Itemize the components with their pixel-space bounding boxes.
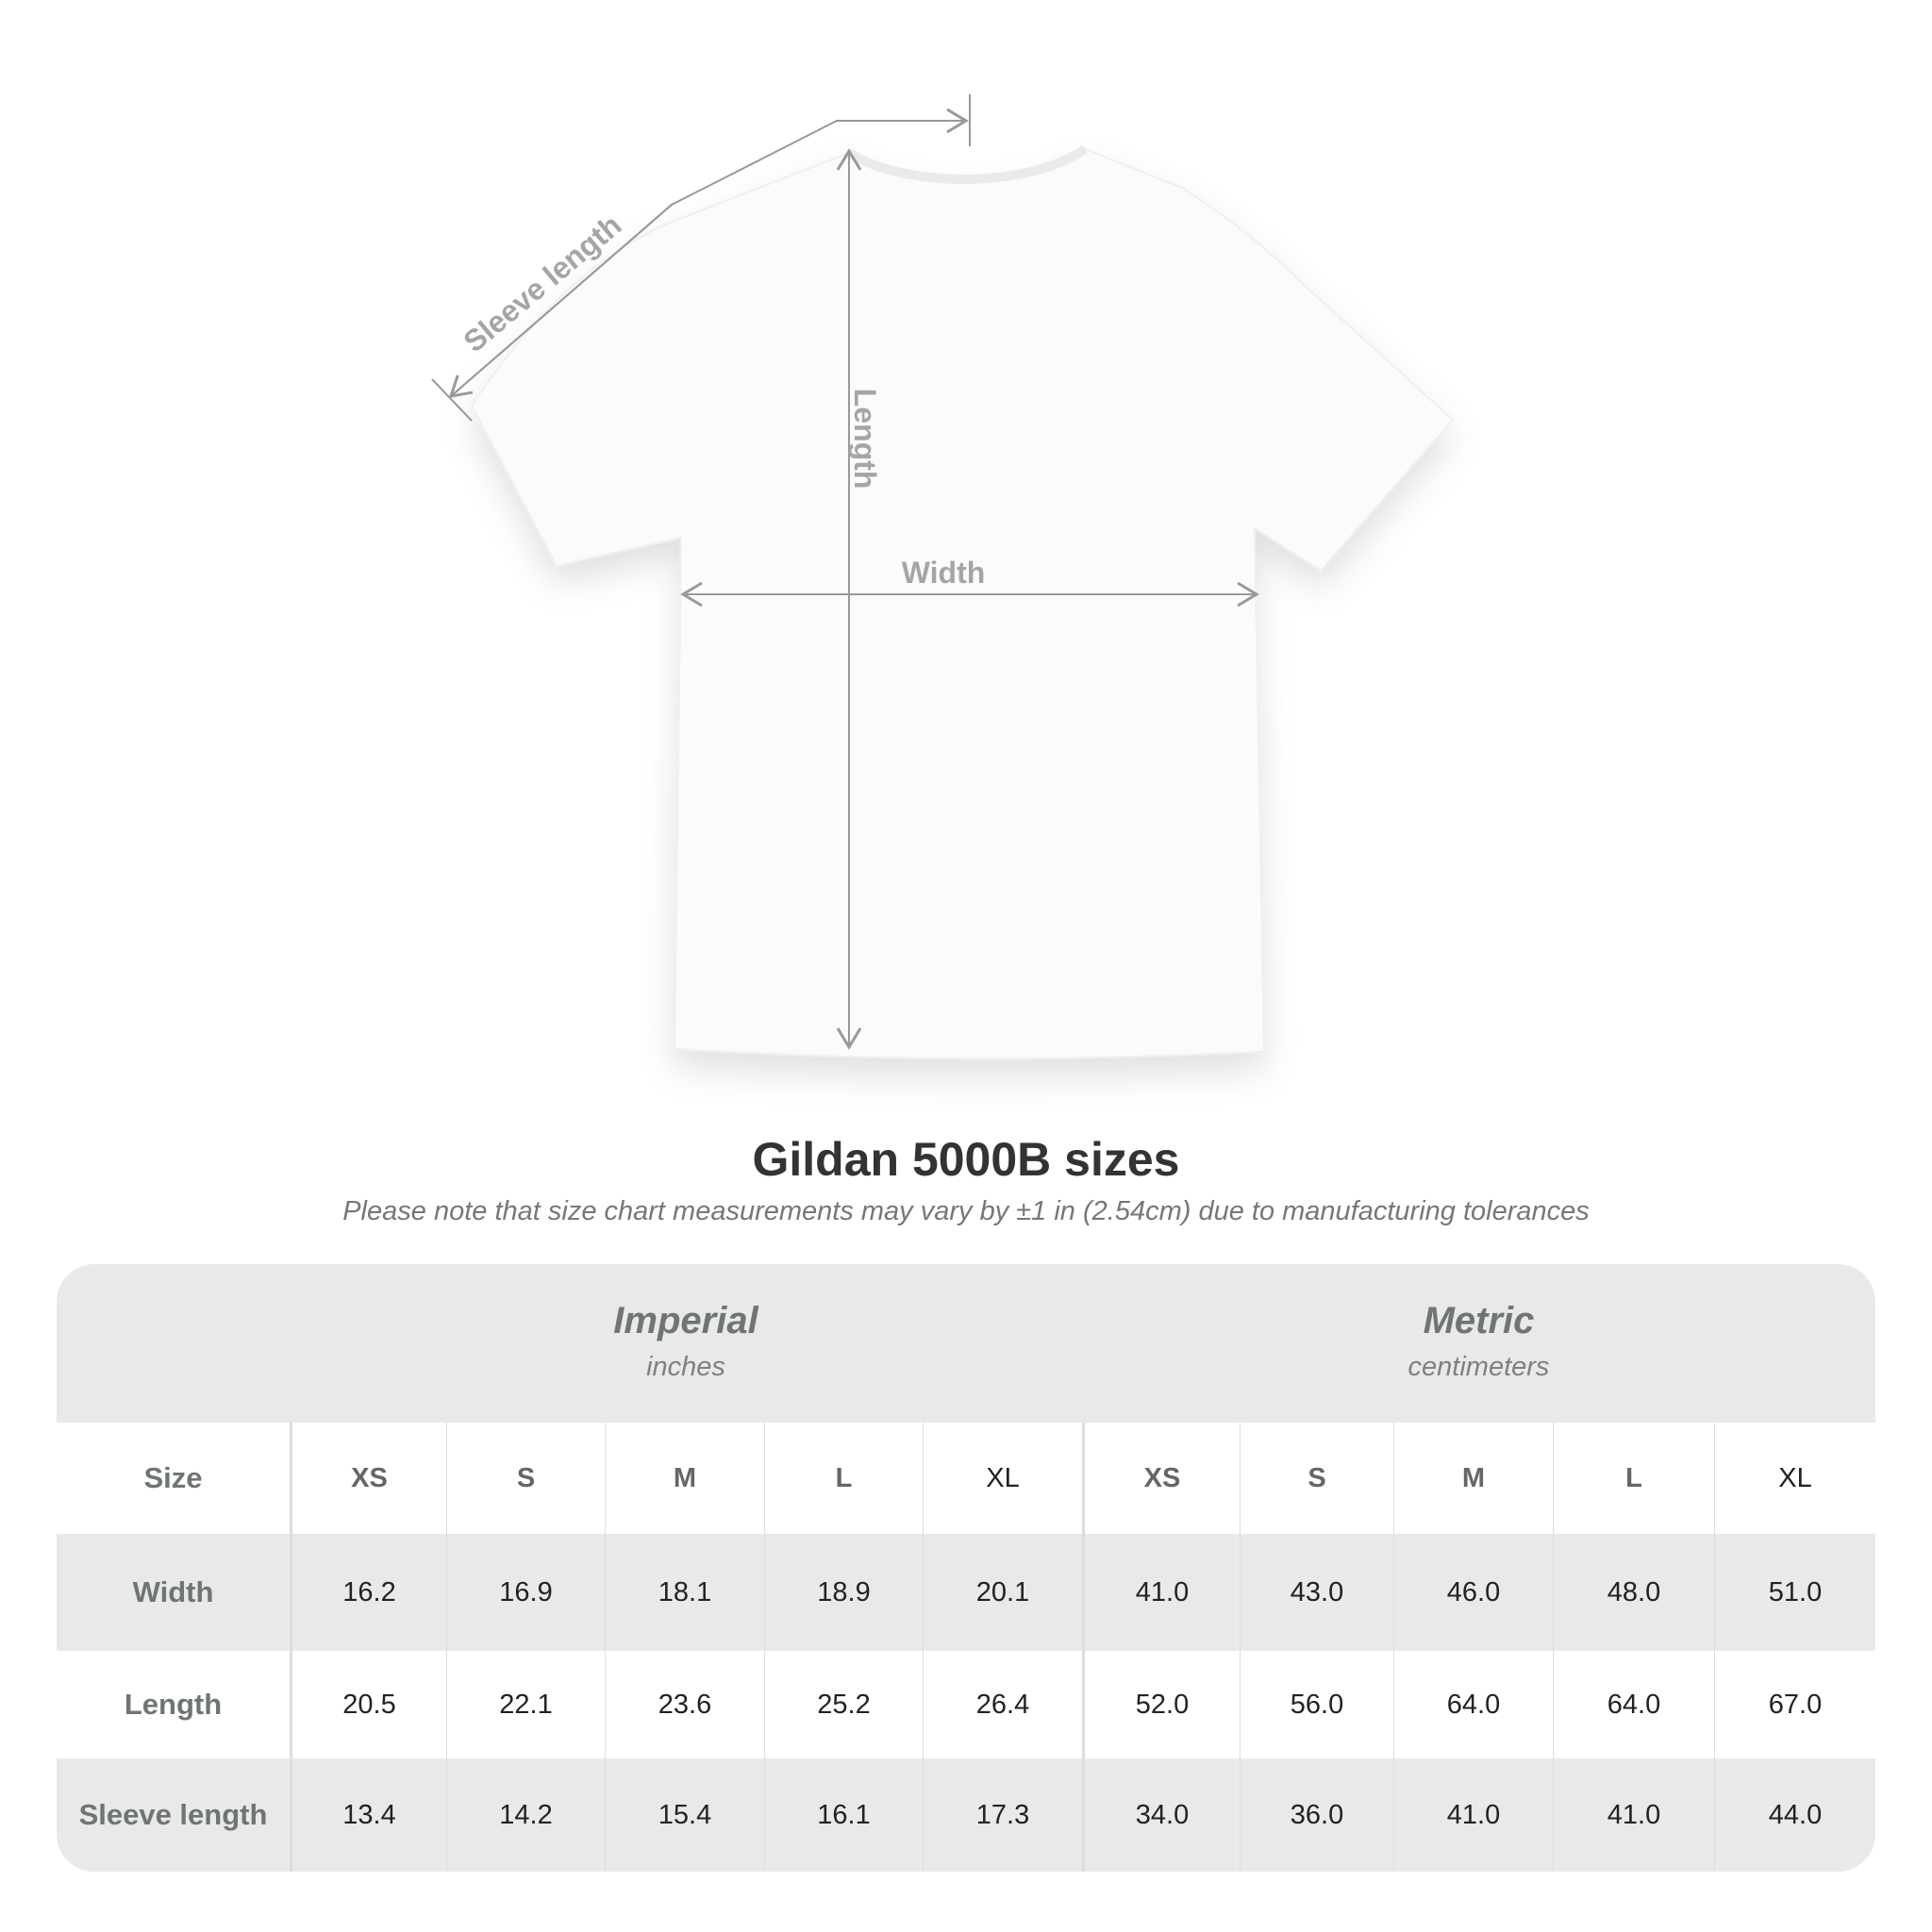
table-cell: 23.6: [605, 1651, 764, 1758]
table-row: Width 16.2 16.9 18.1 18.9 20.1 41.0 43.0 46.0 48.…: [57, 1534, 1875, 1651]
tshirt-diagram: Sleeve length Length Width: [431, 94, 1455, 1060]
imperial-title: Imperial: [613, 1300, 758, 1341]
table-cell: 52.0: [1082, 1651, 1240, 1758]
table-cell: 41.0: [1082, 1534, 1240, 1651]
table-cell: 14.2: [446, 1758, 605, 1872]
table-cell: 15.4: [605, 1758, 764, 1872]
row-label: Length: [124, 1688, 223, 1721]
table-cell: 43.0: [1240, 1534, 1393, 1651]
size-table: Imperial inches Metric centimeters Size X…: [57, 1264, 1875, 1872]
table-cell: 44.0: [1714, 1758, 1875, 1872]
size-header-cell: S: [446, 1423, 605, 1534]
size-header-cell: XS: [290, 1423, 446, 1534]
size-header-cell: XL: [923, 1423, 1082, 1534]
row-label: Width: [132, 1575, 214, 1608]
table-row: Length 20.5 22.1 23.6 25.2 26.4 52.0 56.0 64.0 64…: [57, 1651, 1875, 1758]
table-cell: 36.0: [1240, 1758, 1393, 1872]
table-row: Sleeve length 13.4 14.2 15.4 16.1 17.3 34.0 36.…: [57, 1758, 1875, 1872]
table-cell: 13.4: [290, 1758, 446, 1872]
table-cell: 56.0: [1240, 1651, 1393, 1758]
size-label: Size: [143, 1461, 203, 1494]
table-cell: 48.0: [1553, 1534, 1714, 1651]
row-label: Sleeve length: [78, 1798, 268, 1831]
table-cell: 18.9: [764, 1534, 923, 1651]
table-cell: 20.5: [290, 1651, 446, 1758]
width-label: Width: [902, 556, 986, 590]
size-header-row: Size XS S M L XL XS S M L XL: [57, 1423, 1875, 1534]
table-cell: 51.0: [1714, 1534, 1875, 1651]
tshirt-shape: [470, 147, 1455, 1060]
page-title: Gildan 5000B sizes: [752, 1133, 1180, 1186]
size-header-cell: L: [1553, 1423, 1714, 1534]
table-cell: 22.1: [446, 1651, 605, 1758]
table-cell: 20.1: [923, 1534, 1082, 1651]
table-cell: 34.0: [1082, 1758, 1240, 1872]
table-cell: 17.3: [923, 1758, 1082, 1872]
size-header-cell: L: [764, 1423, 923, 1534]
size-header-cell: S: [1240, 1423, 1393, 1534]
imperial-unit: inches: [646, 1352, 725, 1382]
table-cell: 41.0: [1553, 1758, 1714, 1872]
length-label: Length: [848, 389, 882, 490]
imperial-header: Imperial inches: [290, 1300, 1082, 1383]
table-cell: 64.0: [1393, 1651, 1553, 1758]
tolerance-note: Please note that size chart measurements…: [342, 1196, 1590, 1226]
table-cell: 64.0: [1553, 1651, 1714, 1758]
metric-title: Metric: [1423, 1300, 1535, 1341]
metric-header: Metric centimeters: [1082, 1300, 1875, 1383]
size-header-cell: M: [1393, 1423, 1553, 1534]
table-cell: 67.0: [1714, 1651, 1875, 1758]
table-cell: 46.0: [1393, 1534, 1553, 1651]
sleeve-length-arrow: [431, 94, 971, 422]
table-cell: 16.9: [446, 1534, 605, 1651]
size-header-cell: XL: [1714, 1423, 1875, 1534]
table-cell: 16.2: [290, 1534, 446, 1651]
size-header-cell: XS: [1082, 1423, 1240, 1534]
metric-unit: centimeters: [1407, 1352, 1550, 1382]
table-cell: 41.0: [1393, 1758, 1553, 1872]
table-cell: 26.4: [923, 1651, 1082, 1758]
table-cell: 25.2: [764, 1651, 923, 1758]
table-cell: 18.1: [605, 1534, 764, 1651]
table-cell: 16.1: [764, 1758, 923, 1872]
size-header-cell: M: [605, 1423, 764, 1534]
